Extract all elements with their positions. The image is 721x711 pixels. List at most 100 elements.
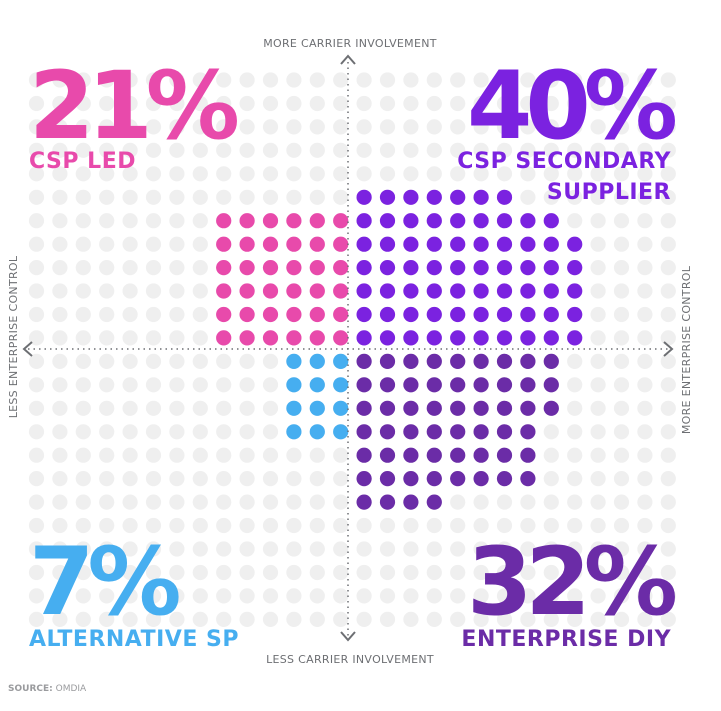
csp-secondary-dot bbox=[426, 283, 442, 299]
csp-secondary-percent: 40% bbox=[467, 52, 676, 161]
grid-dot bbox=[637, 72, 653, 88]
grid-dot bbox=[52, 236, 68, 252]
grid-dot bbox=[286, 588, 302, 604]
csp-led-dot bbox=[262, 283, 279, 299]
grid-dot bbox=[590, 588, 606, 604]
alternative-sp-dot bbox=[309, 424, 325, 440]
grid-dot bbox=[660, 517, 676, 534]
grid-dot bbox=[613, 353, 630, 369]
grid-dot bbox=[379, 95, 396, 112]
csp-led-dot bbox=[333, 330, 349, 346]
grid-dot bbox=[356, 611, 372, 628]
grid-dot bbox=[356, 95, 372, 112]
grid-dot bbox=[637, 353, 653, 369]
grid-dot bbox=[496, 494, 513, 510]
grid-dot bbox=[403, 517, 419, 534]
grid-dot bbox=[520, 189, 536, 205]
csp-led-dot bbox=[262, 236, 279, 252]
grid-dot bbox=[169, 119, 185, 135]
grid-dot bbox=[403, 142, 419, 158]
enterprise-diy-dot bbox=[403, 377, 419, 393]
grid-dot bbox=[613, 236, 630, 252]
grid-dot bbox=[660, 564, 676, 581]
grid-dot bbox=[286, 166, 302, 182]
enterprise-diy-dot bbox=[543, 353, 559, 369]
grid-dot bbox=[403, 611, 419, 628]
grid-dot bbox=[543, 447, 559, 463]
grid-dot bbox=[309, 447, 325, 463]
grid-dot bbox=[567, 541, 583, 557]
enterprise-diy-dot bbox=[473, 447, 489, 463]
grid-dot bbox=[145, 447, 162, 463]
grid-dot bbox=[403, 166, 419, 182]
grid-dot bbox=[637, 330, 653, 346]
csp-led-dot bbox=[286, 213, 302, 229]
enterprise-diy-dot bbox=[379, 400, 396, 416]
grid-dot bbox=[262, 189, 279, 205]
grid-dot bbox=[52, 447, 68, 463]
grid-dot bbox=[122, 236, 138, 252]
enterprise-diy-dot bbox=[379, 424, 396, 440]
grid-dot bbox=[660, 588, 676, 604]
grid-dot bbox=[286, 494, 302, 510]
csp-secondary-dot bbox=[403, 260, 419, 276]
quadrant-enterprise-diy: 32%ENTERPRISE DIY bbox=[461, 528, 682, 652]
enterprise-diy-dot bbox=[496, 471, 513, 487]
grid-dot bbox=[122, 494, 138, 510]
grid-dot bbox=[75, 611, 91, 628]
csp-secondary-dot bbox=[450, 260, 466, 276]
grid-dot bbox=[496, 95, 513, 112]
csp-secondary-dot bbox=[403, 283, 419, 299]
grid-dot bbox=[122, 189, 138, 205]
csp-led-dot bbox=[262, 330, 279, 346]
grid-dot bbox=[52, 72, 68, 88]
grid-dot bbox=[169, 517, 185, 534]
grid-dot bbox=[613, 330, 630, 346]
grid-dot bbox=[169, 166, 185, 182]
grid-dot bbox=[590, 517, 606, 534]
grid-dot bbox=[122, 283, 138, 299]
grid-dot bbox=[75, 283, 91, 299]
grid-dot bbox=[52, 353, 68, 369]
csp-secondary-label-line-2: SUPPLIER bbox=[547, 180, 671, 205]
grid-dot bbox=[52, 541, 68, 557]
grid-dot bbox=[613, 400, 630, 416]
source-label: SOURCE: bbox=[8, 684, 53, 694]
enterprise-diy-dot bbox=[543, 400, 559, 416]
grid-dot bbox=[75, 142, 91, 158]
alternative-sp-dot bbox=[286, 400, 302, 416]
grid-dot bbox=[216, 119, 232, 135]
csp-secondary-dot bbox=[450, 306, 466, 323]
grid-dot bbox=[286, 119, 302, 135]
grid-dot bbox=[567, 189, 583, 205]
grid-dot bbox=[590, 447, 606, 463]
grid-dot bbox=[543, 611, 559, 628]
grid-dot bbox=[192, 213, 208, 229]
grid-dot bbox=[660, 166, 676, 182]
grid-dot bbox=[75, 447, 91, 463]
csp-secondary-dot bbox=[496, 236, 513, 252]
dot-group-enterprise-diy bbox=[356, 353, 559, 510]
csp-led-dot bbox=[216, 283, 232, 299]
grid-dot bbox=[660, 95, 676, 112]
grid-dot bbox=[52, 588, 68, 604]
grid-dot bbox=[52, 166, 68, 182]
grid-dot bbox=[52, 189, 68, 205]
csp-led-dot bbox=[216, 213, 232, 229]
grid-dot bbox=[122, 306, 138, 323]
grid-dot bbox=[262, 424, 279, 440]
grid-dot bbox=[122, 260, 138, 276]
csp-secondary-dot bbox=[473, 283, 489, 299]
csp-secondary-dot bbox=[356, 213, 372, 229]
grid-dot bbox=[379, 541, 396, 557]
grid-dot bbox=[216, 541, 232, 557]
grid-dot bbox=[75, 541, 91, 557]
grid-dot bbox=[660, 213, 676, 229]
enterprise-diy-label-line-1: ENTERPRISE DIY bbox=[461, 627, 671, 652]
csp-secondary-dot bbox=[567, 330, 583, 346]
grid-dot bbox=[637, 400, 653, 416]
enterprise-diy-dot bbox=[356, 447, 372, 463]
enterprise-diy-dot bbox=[379, 471, 396, 487]
grid-dot bbox=[239, 166, 255, 182]
